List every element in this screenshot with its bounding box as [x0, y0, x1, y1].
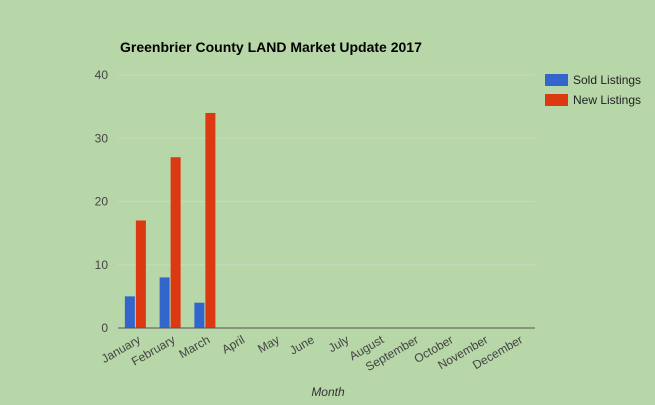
bar-sold-listings: [194, 302, 205, 328]
y-tick-label: 0: [101, 321, 108, 335]
x-tick-label: June: [287, 332, 317, 357]
chart-title: Greenbrier County LAND Market Update 201…: [120, 39, 422, 55]
x-tick-label: May: [255, 332, 282, 355]
x-tick-label: April: [219, 332, 247, 356]
legend: Sold Listings New Listings: [545, 73, 641, 107]
bar-new-listings: [205, 112, 216, 328]
y-axis-ticks: 0 10 20 30 40: [95, 68, 109, 335]
bar-new-listings: [135, 220, 146, 328]
bar-new-listings: [170, 157, 181, 328]
legend-swatch: [545, 94, 568, 106]
y-tick-label: 40: [95, 68, 109, 82]
legend-label: Sold Listings: [573, 73, 641, 87]
bars: [124, 112, 216, 328]
y-tick-label: 20: [95, 195, 109, 209]
legend-label: New Listings: [573, 93, 641, 107]
x-tick-label: March: [176, 332, 212, 361]
legend-swatch: [545, 74, 568, 86]
bar-sold-listings: [124, 296, 135, 328]
bar-sold-listings: [159, 277, 170, 328]
y-tick-label: 30: [95, 131, 109, 145]
y-tick-label: 10: [95, 258, 109, 272]
gridlines: [118, 74, 535, 266]
x-axis-label: Month: [311, 385, 345, 399]
